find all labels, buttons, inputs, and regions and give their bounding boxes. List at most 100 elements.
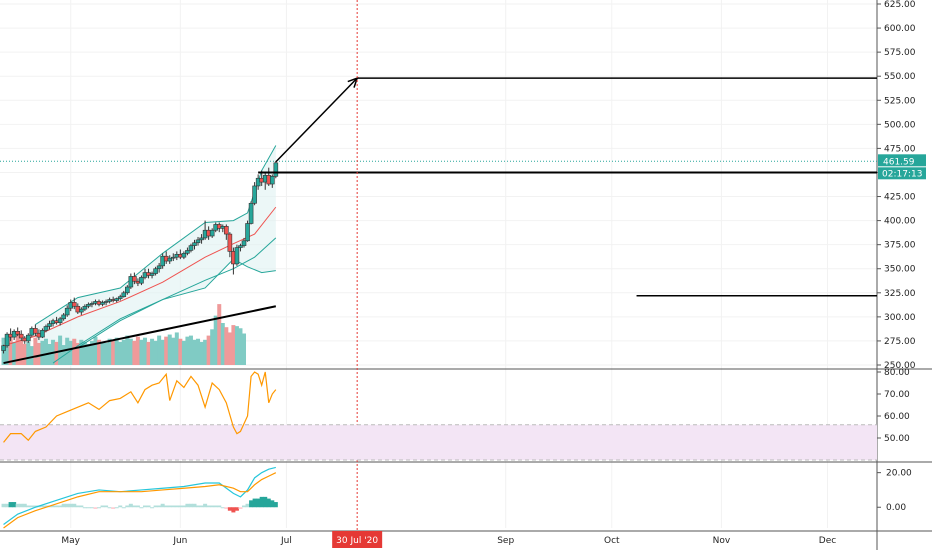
volume-bar — [217, 304, 222, 365]
volume-bar — [231, 325, 236, 365]
candle-body[interactable] — [64, 307, 70, 316]
candle-body[interactable] — [149, 273, 155, 276]
volume-bar — [167, 334, 172, 365]
macd-histogram-bar — [79, 505, 84, 508]
volume-bar — [79, 339, 84, 365]
candle-body[interactable] — [209, 229, 215, 237]
candle-body[interactable] — [234, 247, 240, 265]
macd-histogram-bar — [118, 505, 123, 508]
candle-body[interactable] — [273, 162, 279, 177]
macd-histogram-bar — [93, 507, 98, 509]
macd-histogram-bar — [153, 505, 158, 508]
volume-bar — [26, 341, 31, 365]
macd-histogram-bar — [43, 505, 48, 508]
candle-body[interactable] — [117, 296, 123, 299]
candle-body[interactable] — [153, 268, 158, 274]
volume-bar — [142, 337, 147, 365]
candle-body[interactable] — [252, 185, 257, 204]
candle-body[interactable] — [82, 305, 88, 310]
candle-body[interactable] — [61, 314, 66, 320]
candle-body[interactable] — [103, 301, 109, 303]
volume-bar — [178, 338, 183, 365]
candle-body[interactable] — [43, 326, 49, 331]
macd-histogram-bar — [203, 503, 208, 508]
macd-histogram-bar — [231, 507, 236, 513]
macd-histogram-bar — [146, 505, 151, 508]
candle-body[interactable] — [156, 265, 162, 270]
candle-body[interactable] — [40, 330, 45, 338]
candle-body[interactable] — [47, 323, 52, 327]
candle-body[interactable] — [89, 303, 95, 305]
volume-bar — [54, 341, 59, 365]
candle-body[interactable] — [192, 242, 197, 246]
candle-body[interactable] — [181, 253, 187, 258]
price-tick-label: 575.00 — [884, 48, 916, 58]
candle-body[interactable] — [128, 276, 134, 288]
volume-bar — [12, 341, 17, 365]
rsi-tick-label: 80.00 — [884, 368, 910, 378]
rsi-line — [3, 371, 277, 443]
candle-body[interactable] — [25, 334, 31, 342]
price-tick-label: 275.00 — [884, 337, 916, 347]
candle-body[interactable] — [139, 277, 144, 284]
candle-body[interactable] — [100, 302, 105, 305]
candle-body[interactable] — [245, 223, 250, 242]
candle-body[interactable] — [188, 245, 194, 251]
price-tick-label: 425.00 — [884, 193, 916, 203]
candlestick-layer[interactable] — [1, 160, 279, 354]
candle-body[interactable] — [238, 245, 243, 248]
candle-body[interactable] — [185, 250, 190, 254]
macd-histogram-bar — [26, 505, 31, 508]
candle-body[interactable] — [114, 298, 119, 301]
price-tick-label: 550.00 — [884, 72, 916, 82]
candle-body[interactable] — [241, 240, 247, 246]
candle-body[interactable] — [121, 292, 127, 297]
candle-body[interactable] — [86, 304, 91, 307]
crosshair-date-label: 30 Jul '20 — [336, 536, 378, 546]
candle-body[interactable] — [33, 328, 38, 334]
volume-bar — [114, 337, 119, 365]
candle-body[interactable] — [224, 226, 229, 235]
rsi-tick-label: 70.00 — [884, 390, 910, 400]
macd-line — [3, 466, 276, 526]
volume-bar — [150, 338, 155, 365]
candle-body[interactable] — [18, 333, 24, 339]
macd-histogram-bar — [206, 505, 211, 508]
candle-body[interactable] — [71, 302, 77, 307]
candle-body[interactable] — [15, 331, 20, 335]
macd-histogram-bar — [181, 505, 186, 508]
volume-bar — [111, 340, 116, 365]
drawing-layer[interactable] — [0, 0, 877, 531]
candle-body[interactable] — [199, 237, 204, 241]
axis-layer: 625.00 600.00 575.00 550.00 525.00 500.00 475.… — [61, 0, 926, 548]
volume-bar — [100, 341, 105, 365]
volume-bar — [8, 335, 13, 365]
macd-histogram-bar — [252, 498, 257, 508]
candle-body[interactable] — [269, 176, 275, 185]
macd-histogram-bar — [61, 503, 66, 508]
volume-bar — [210, 329, 215, 365]
candle-body[interactable] — [227, 233, 233, 252]
candle-body[interactable] — [57, 318, 63, 323]
time-tick-label: Oct — [604, 536, 620, 546]
macd-histogram-bar — [273, 502, 278, 508]
candle-body[interactable] — [167, 257, 173, 262]
candle-body[interactable] — [170, 256, 176, 259]
candle-body[interactable] — [1, 345, 6, 351]
candle-body[interactable] — [132, 276, 137, 282]
macd-pane[interactable] — [1, 466, 278, 529]
candle-body[interactable] — [125, 286, 130, 294]
candle-body[interactable] — [195, 239, 201, 244]
macd-histogram-bar — [89, 507, 94, 509]
rsi-pane[interactable] — [0, 371, 877, 461]
candle-body[interactable] — [4, 333, 10, 347]
macd-histogram-bar — [54, 505, 59, 508]
volume-bar — [128, 338, 133, 365]
candle-body[interactable] — [79, 308, 84, 313]
volume-bar — [29, 346, 34, 365]
macd-histogram-bar — [125, 505, 130, 508]
macd-histogram-bar — [157, 505, 162, 508]
volume-bar — [93, 336, 98, 365]
candle-body[interactable] — [248, 202, 254, 224]
